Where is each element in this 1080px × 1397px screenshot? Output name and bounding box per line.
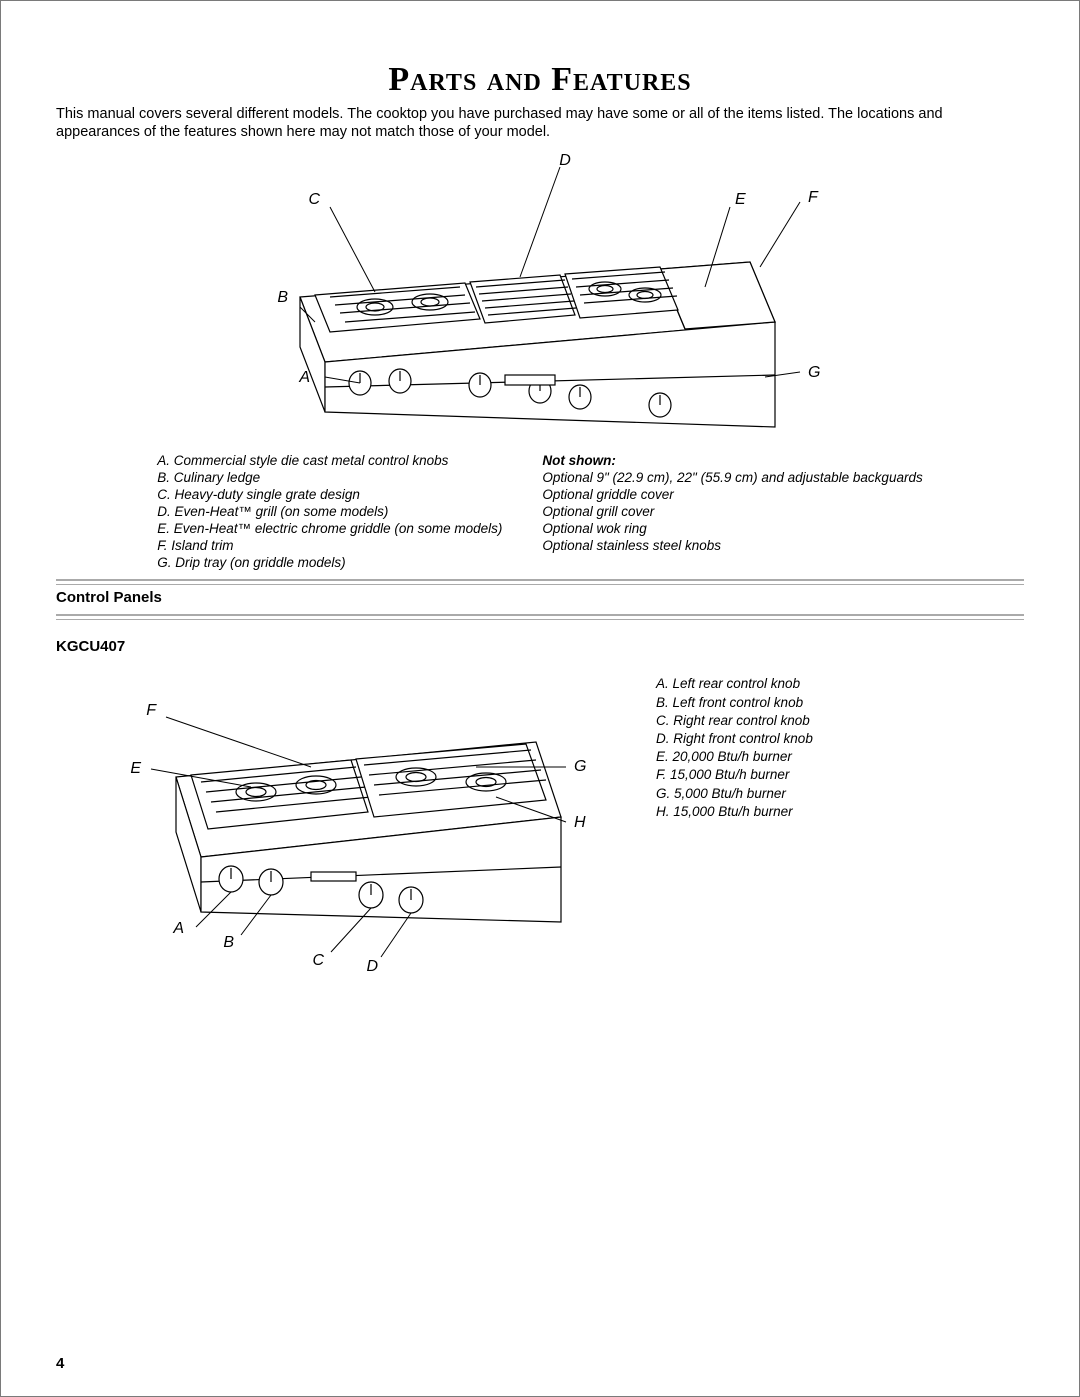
parts-diagram: A B C D E F G (160, 147, 920, 447)
diagram1-legend-left: A. Commercial style die cast metal contr… (157, 453, 502, 571)
diagram1-legend: A. Commercial style die cast metal contr… (56, 453, 1024, 571)
diagram1-legend-right: Not shown: Optional 9" (22.9 cm), 22" (5… (542, 453, 922, 571)
section-rule-bottom (56, 614, 1024, 620)
legend-item: D. Even-Heat™ grill (on some models) (157, 504, 502, 521)
callout2-F: F (146, 702, 157, 719)
legend-item: B. Culinary ledge (157, 470, 502, 487)
not-shown-header: Not shown: (542, 453, 922, 470)
callout-D: D (559, 152, 571, 169)
legend-item: Optional stainless steel knobs (542, 538, 922, 555)
callout-B: B (277, 289, 288, 306)
legend-item: F. Island trim (157, 538, 502, 555)
legend-item: Optional 9" (22.9 cm), 22" (55.9 cm) and… (542, 470, 922, 487)
legend-item: E. Even-Heat™ electric chrome griddle (o… (157, 521, 502, 538)
legend-item: F. 15,000 Btu/h burner (656, 766, 813, 784)
legend-item: Optional wok ring (542, 521, 922, 538)
page-number: 4 (56, 1355, 64, 1372)
callout-G: G (808, 364, 820, 381)
manual-page: Parts and Features This manual covers se… (0, 0, 1080, 1397)
legend-item: C. Right rear control knob (656, 712, 813, 730)
legend-item: B. Left front control knob (656, 694, 813, 712)
callout2-G: G (574, 758, 586, 775)
section-rule-top (56, 579, 1024, 585)
intro-paragraph: This manual covers several different mod… (56, 105, 1024, 141)
callout2-H: H (574, 814, 586, 831)
model-header: KGCU407 (56, 638, 1024, 655)
legend-item: G. 5,000 Btu/h burner (656, 785, 813, 803)
callout-C: C (308, 191, 320, 208)
page-title: Parts and Features (56, 61, 1024, 99)
callout2-E: E (130, 760, 141, 777)
kgcu-legend: A. Left rear control knob B. Left front … (656, 675, 813, 821)
callout2-C: C (312, 952, 324, 969)
legend-item: Optional griddle cover (542, 487, 922, 504)
callout2-B: B (223, 934, 234, 951)
callout2-D: D (366, 958, 378, 975)
legend-item: E. 20,000 Btu/h burner (656, 748, 813, 766)
callout2-A: A (172, 920, 184, 937)
callout-A: A (298, 369, 310, 386)
legend-item: A. Commercial style die cast metal contr… (157, 453, 502, 470)
legend-item: C. Heavy-duty single grate design (157, 487, 502, 504)
legend-item: D. Right front control knob (656, 730, 813, 748)
legend-item: Optional grill cover (542, 504, 922, 521)
kgcu-row: A B C D E F G H A. Left rear control kno… (56, 657, 1024, 977)
callout-E: E (735, 191, 746, 208)
callout-F: F (808, 189, 819, 206)
kgcu-diagram: A B C D E F G H (56, 657, 636, 977)
legend-item: G. Drip tray (on griddle models) (157, 555, 502, 572)
legend-item: H. 15,000 Btu/h burner (656, 803, 813, 821)
parts-diagram-container: A B C D E F G A. Commercial style die ca… (56, 147, 1024, 571)
control-panels-header: Control Panels (56, 589, 1024, 606)
legend-item: A. Left rear control knob (656, 675, 813, 693)
